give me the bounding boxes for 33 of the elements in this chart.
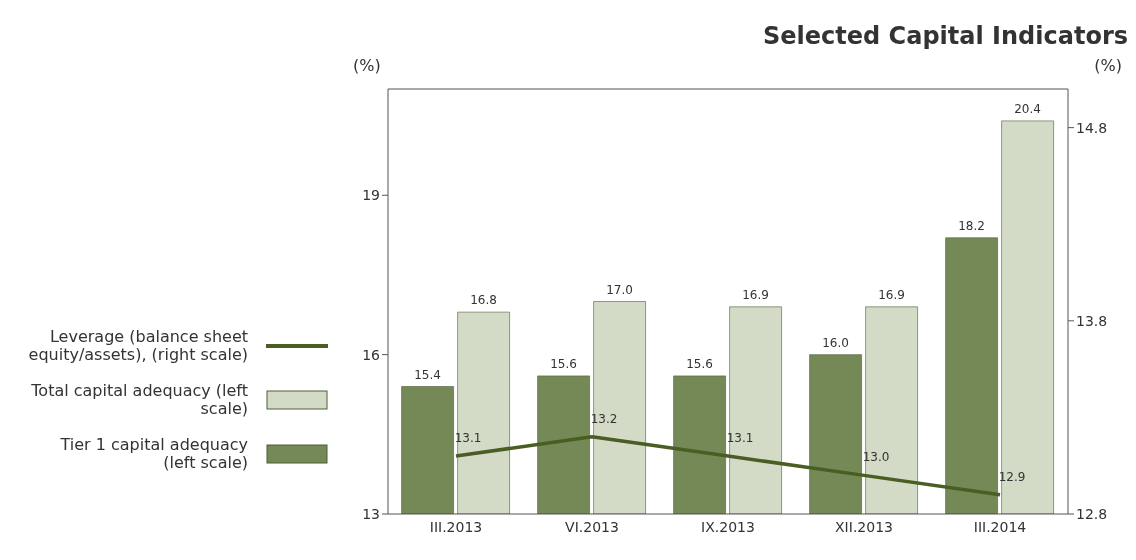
x-tick-label: III.2014	[973, 518, 1027, 535]
data-label: 16.9	[742, 287, 769, 302]
y-axis-title: (%)	[353, 56, 381, 75]
y-tick-label: 16	[362, 346, 381, 363]
legend-label: Tier 1 capital adequacy (left scale)	[59, 435, 248, 472]
data-label: 16.9	[878, 287, 905, 302]
data-label: 16.8	[470, 293, 497, 308]
x-tick-label: III.2013	[429, 518, 483, 535]
data-label: 15.6	[686, 356, 713, 371]
data-label: 18.2	[958, 218, 985, 233]
data-label: 20.4	[1014, 101, 1041, 116]
y2-axis-title: (%)	[1094, 56, 1122, 75]
x-tick-label: IX.2013	[701, 518, 755, 535]
y-tick-label: 19	[362, 187, 380, 204]
data-label: 13.0	[862, 450, 890, 465]
data-label: 15.4	[414, 367, 441, 382]
data-label: 12.9	[998, 469, 1026, 484]
legend-label: Total capital adequacy (left scale)	[30, 381, 248, 418]
y2-tick-label: 13.8	[1076, 312, 1108, 329]
data-label: 15.6	[550, 356, 577, 371]
data-label: 13.1	[726, 431, 754, 446]
y2-tick-label: 12.8	[1076, 505, 1108, 522]
data-label: 17.0	[606, 282, 633, 297]
line-series	[454, 434, 1002, 497]
legend-label: Leverage (balance sheet equity/assets), (right scale)	[28, 327, 248, 364]
data-label: 13.2	[590, 411, 618, 426]
y-tick-label: 13	[362, 505, 380, 522]
chart-title: Selected Capital Indicators	[763, 22, 1128, 50]
data-label: 16.0	[822, 335, 849, 350]
data-label: 13.1	[454, 431, 482, 446]
x-tick-label: XII.2013	[835, 518, 893, 535]
y2-tick-label: 14.8	[1076, 119, 1108, 136]
x-tick-label: VI.2013	[565, 518, 619, 535]
